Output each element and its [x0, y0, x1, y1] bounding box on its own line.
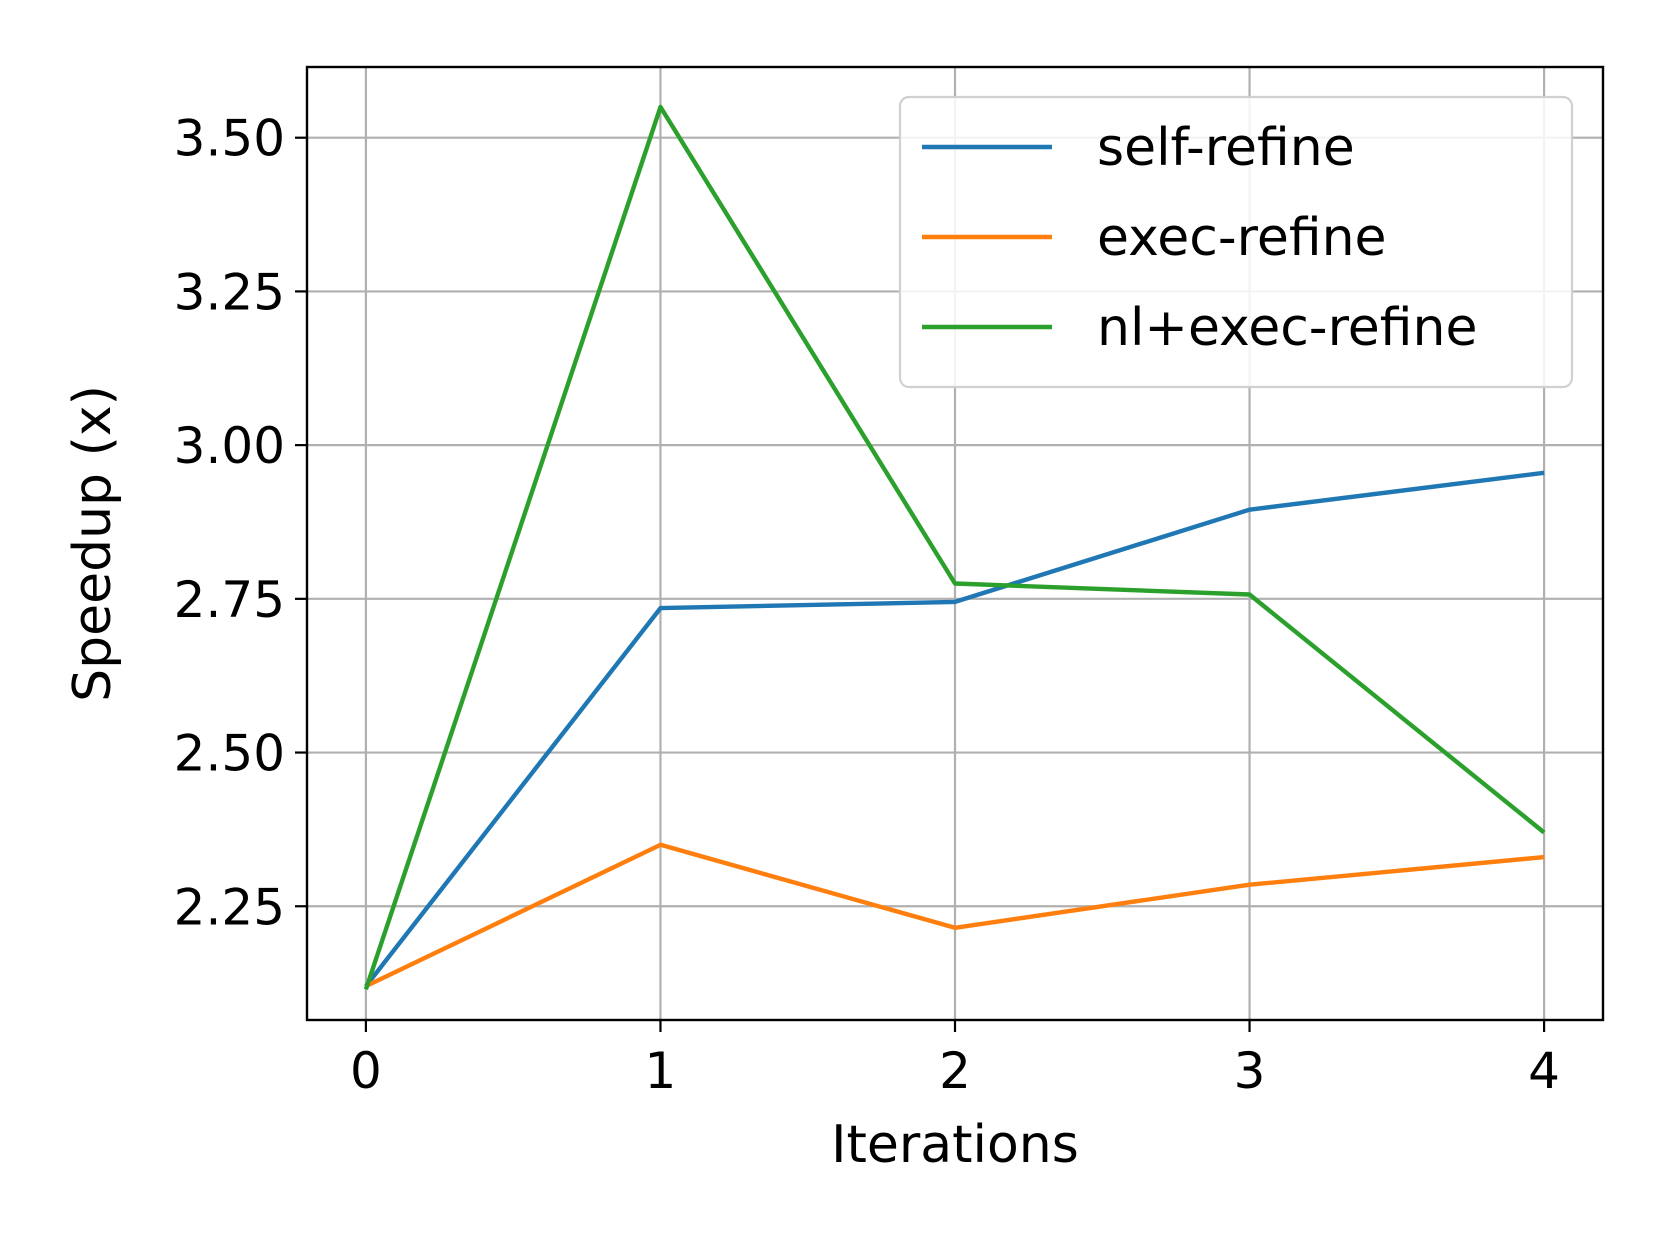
legend: self-refine exec-refine nl+exec-refine — [898, 95, 1574, 389]
legend-box — [898, 95, 1574, 389]
x-tick-label: 3 — [1234, 1042, 1266, 1100]
y-tick-label: 2.75 — [174, 571, 285, 629]
y-tick-label: 2.25 — [174, 878, 285, 936]
x-tick-label: 1 — [645, 1042, 677, 1100]
y-tick-label: 3.00 — [174, 417, 285, 475]
series-line-exec-refine — [364, 842, 1545, 989]
series-line-nl-exec-refine — [363, 104, 1546, 990]
x-tick-label: 0 — [350, 1042, 382, 1100]
axis-ticks: 0 1 2 3 4 2.25 2.50 2.75 3.00 3.25 3.50 — [174, 110, 1560, 1100]
y-tick-label: 3.50 — [174, 110, 285, 168]
y-axis-label: Speedup (x) — [63, 385, 123, 702]
x-tick-label: 2 — [939, 1042, 971, 1100]
legend-label: nl+exec-refine — [1097, 298, 1478, 358]
y-tick-label: 2.50 — [174, 725, 285, 783]
series-line-self-refine — [364, 470, 1545, 988]
x-tick-label: 4 — [1528, 1042, 1560, 1100]
y-tick-label: 3.25 — [174, 263, 285, 321]
legend-label: exec-refine — [1097, 208, 1387, 268]
legend-label: self-refine — [1097, 118, 1355, 178]
x-axis-label: Iterations — [831, 1115, 1079, 1175]
series-lines — [363, 104, 1546, 990]
